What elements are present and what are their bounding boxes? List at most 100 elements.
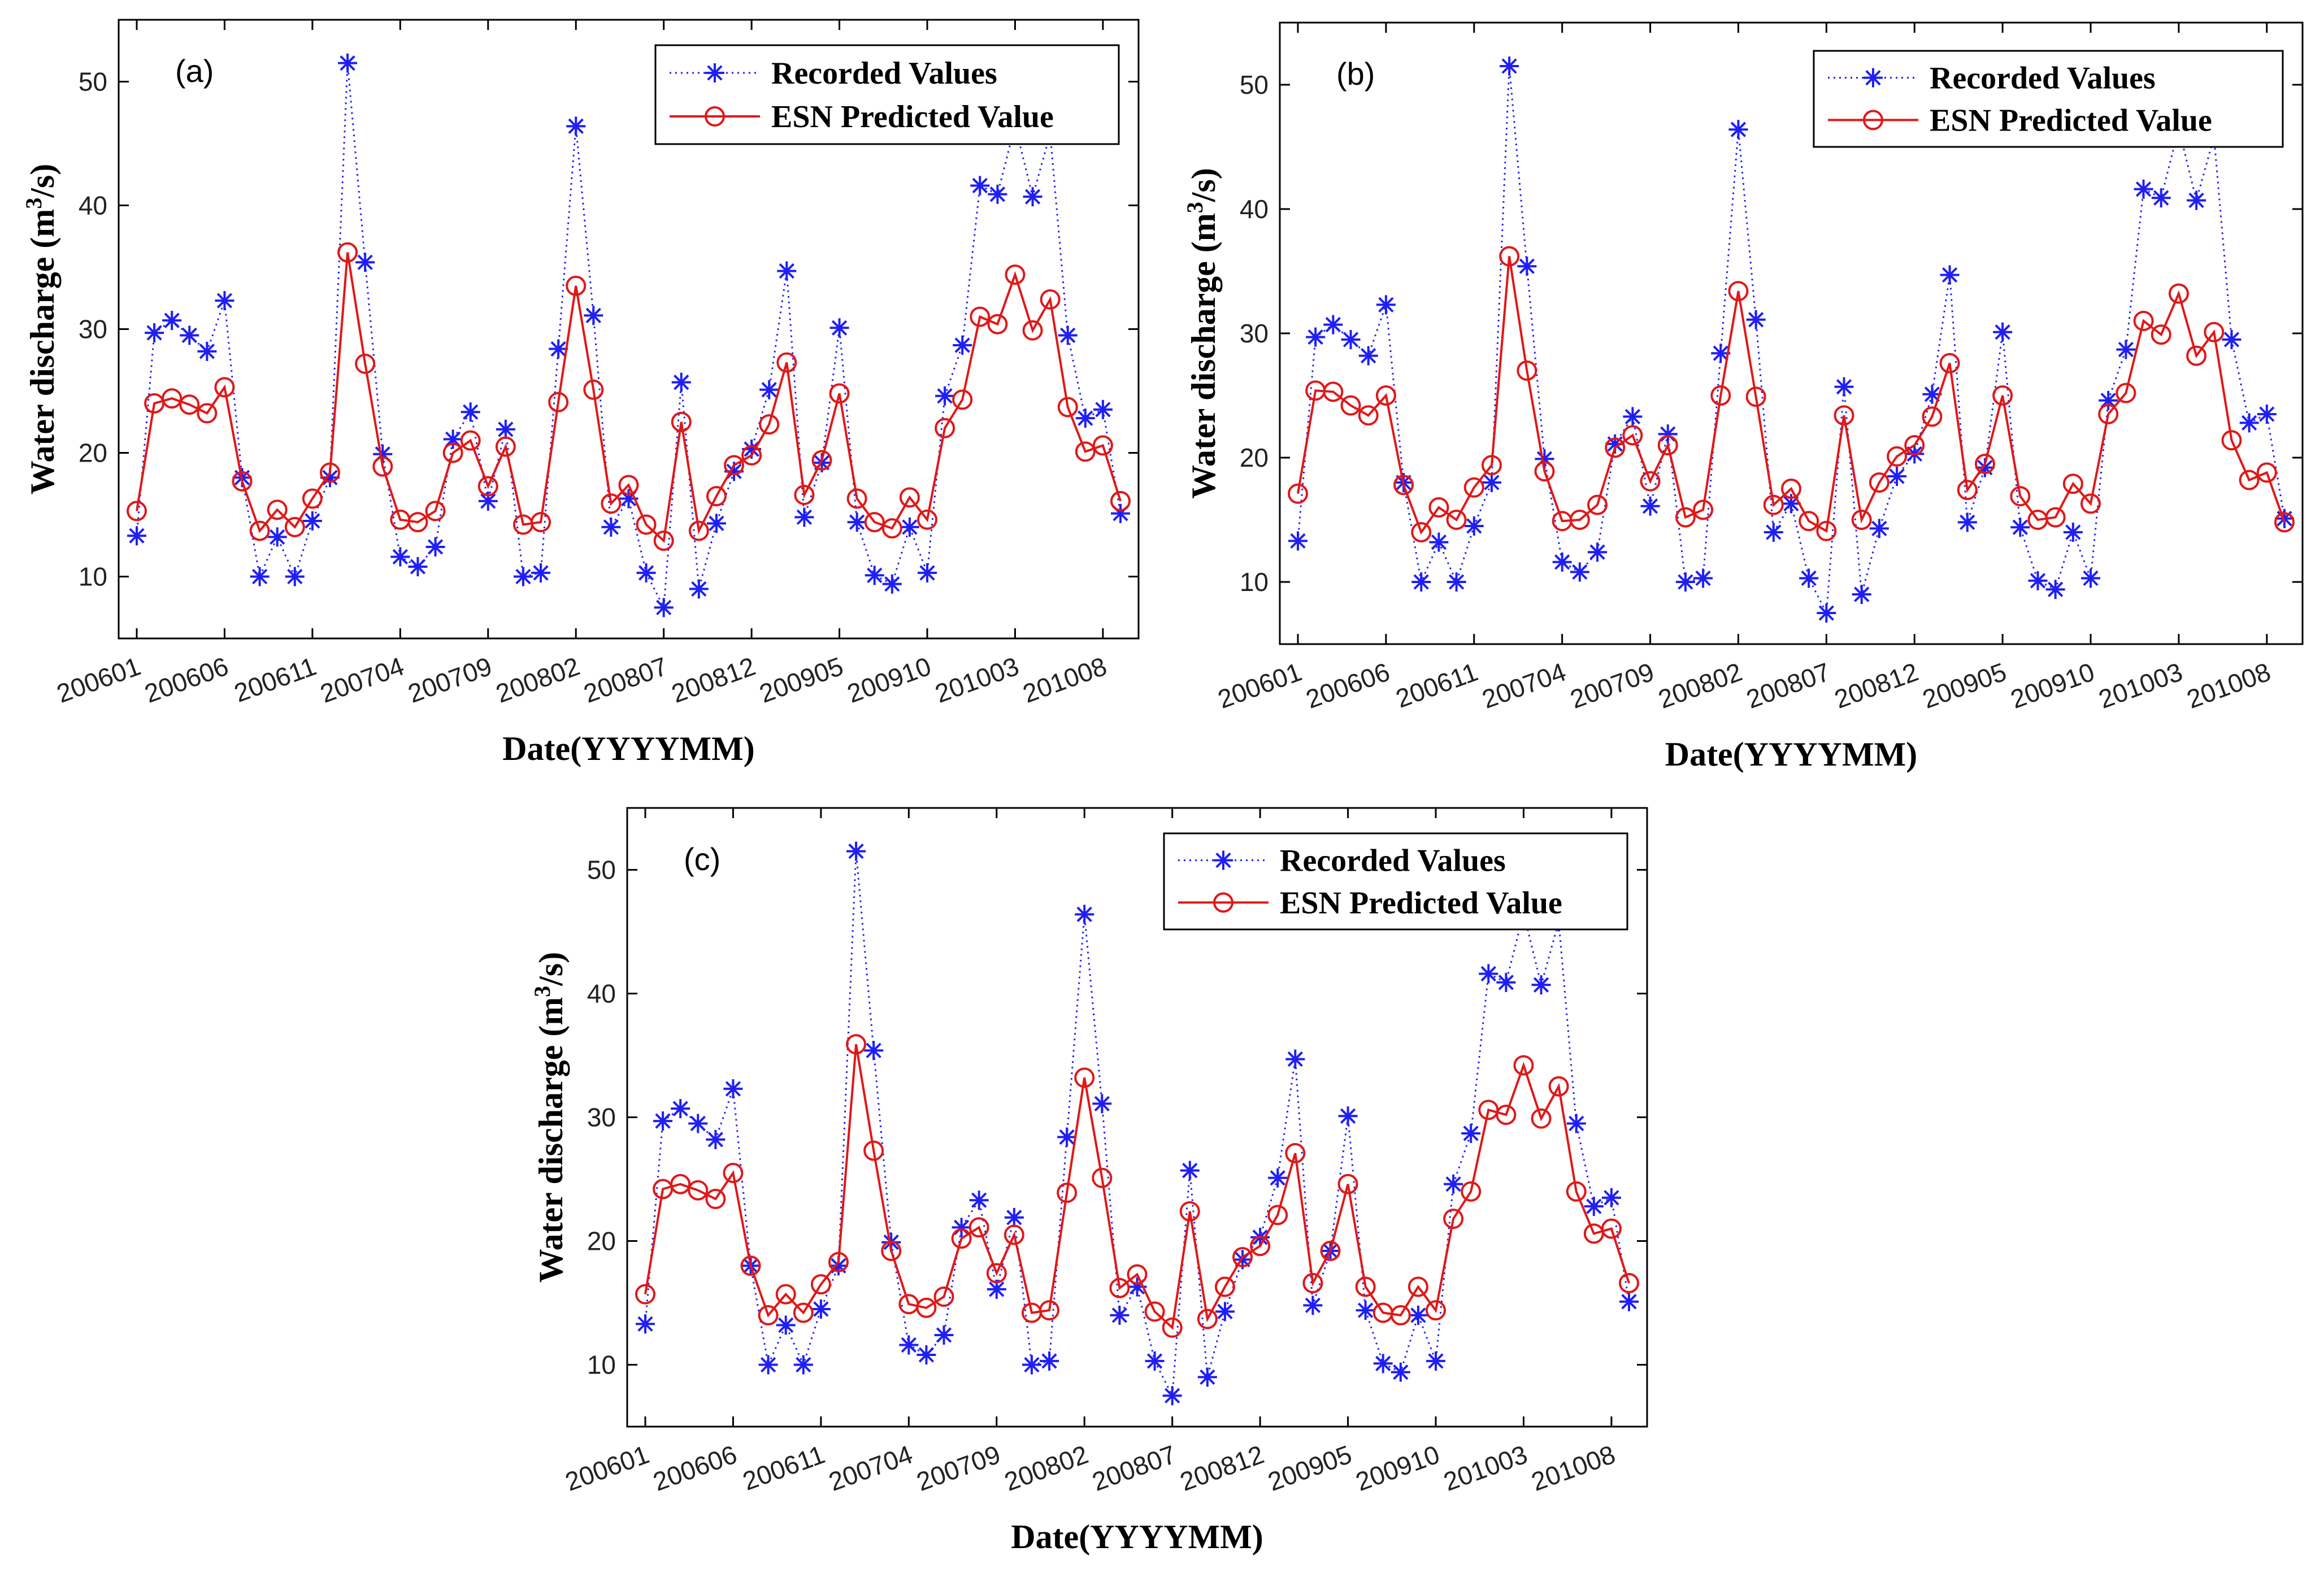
data-point-predicted [1022,320,1043,341]
legend-label-recorded: Recorded Values [771,56,997,91]
data-point-predicted [1548,1076,1569,1097]
x-tick-label: 200611 [1392,657,1482,714]
data-point-predicted [1285,1143,1306,1164]
legend: Recorded Values ESN Predicted Value [654,44,1120,145]
data-point-recorded [793,1355,813,1375]
data-point-recorded [267,527,287,547]
data-point-predicted [1605,437,1626,458]
data-point-predicted [601,493,622,514]
data-point-recorded [1268,1168,1288,1188]
data-point-predicted [197,403,218,424]
data-point-recorded [654,598,674,618]
data-point-recorded [1429,532,1449,552]
y-axis-label: Water discharge (m3/s) [1182,168,1223,498]
legend-marker-predicted [1863,110,1883,131]
legend-label-predicted: ESN Predicted Value [1280,885,1562,920]
data-point-predicted [618,475,639,496]
data-point-predicted [723,1163,744,1184]
data-point-recorded [1411,572,1431,592]
data-point-recorded [1004,1207,1024,1227]
x-tick-label: 200606 [1302,657,1393,714]
series-line-predicted [644,1044,1630,1330]
data-point-predicted [706,486,727,507]
data-point-predicted [1869,472,1889,493]
data-point-recorded [970,176,990,195]
data-point-recorded [302,511,322,531]
data-point-predicted [2186,345,2207,366]
data-point-predicted [2168,283,2189,304]
x-tick-label: 200606 [649,1440,741,1497]
data-point-predicted [1074,1067,1095,1088]
data-point-predicted [671,411,692,432]
data-point-predicted [1288,483,1308,504]
data-point-predicted [846,488,867,509]
data-point-predicted [829,383,850,404]
data-point-predicted [1144,1301,1165,1322]
legend-label-predicted: ESN Predicted Value [771,99,1054,134]
data-point-recorded [1444,1174,1463,1194]
data-point-recorded [1180,1161,1200,1180]
data-point-predicted [2133,311,2154,331]
legend-marker-recorded [1863,68,1883,88]
data-point-predicted [688,1180,709,1201]
y-tick-label: 10 [79,562,107,592]
data-point-predicted [1499,246,1520,267]
data-point-recorded [1306,327,1326,347]
data-point-recorded [723,1079,743,1099]
data-point-recorded [390,547,410,567]
data-point-recorded [1373,1354,1393,1374]
data-point-recorded [1075,408,1095,428]
data-point-predicted [1534,461,1555,482]
data-point-predicted [1745,386,1766,407]
data-point-recorded [1408,1305,1428,1325]
data-point-recorded [2010,518,2030,537]
data-point-recorded [1601,1188,1621,1207]
data-point-recorded [847,512,867,532]
y-axis-label: Water discharge (m3/s) [529,952,570,1283]
x-tick-label: 200905 [1919,657,2010,714]
data-point-recorded [811,1299,831,1319]
data-point-predicted [935,418,955,438]
data-point-predicted [162,388,183,409]
data-point-recorded [1323,315,1343,334]
data-point-predicted [2239,470,2260,490]
data-point-predicted [2256,462,2277,483]
data-point-recorded [1338,1106,1358,1126]
data-point-predicted [1302,1272,1323,1293]
x-tick-label: 200807 [1088,1440,1180,1497]
x-tick-label: 200812 [1176,1440,1268,1497]
data-point-predicted [531,512,551,533]
data-point-recorded [355,253,375,272]
data-point-predicted [951,1228,972,1249]
x-tick-label: 200709 [404,651,496,709]
data-point-recorded [145,323,164,343]
x-tick-label: 201003 [931,651,1023,709]
data-point-predicted [127,501,147,521]
data-point-recorded [513,567,533,586]
data-point-recorded [1623,407,1643,427]
data-point-predicted [775,1284,796,1305]
data-point-predicted [1461,1181,1482,1202]
data-point-recorded [706,1129,726,1149]
data-point-recorded [1570,562,1589,582]
x-tick-label: 200709 [1566,657,1658,714]
data-point-predicted [1005,264,1026,285]
data-point-recorded [2116,340,2136,359]
data-point-recorded [197,341,217,361]
data-point-recorded [1092,1094,1112,1114]
x-tick-label: 201008 [1019,651,1110,709]
data-point-predicted [1566,1181,1587,1202]
data-point-recorded [1356,1301,1375,1320]
x-tick-label: 200807 [1743,657,1834,714]
data-point-recorded [900,517,919,537]
data-point-recorded [1426,1351,1446,1371]
panel-c: Water discharge (m3/s) Date(YYYYMM) (c) … [529,807,1648,1555]
data-point-predicted [1904,435,1925,455]
data-point-recorded [180,325,199,345]
data-point-predicted [899,487,920,508]
data-point-predicted [758,1305,779,1325]
data-point-predicted [1443,1209,1464,1229]
data-point-predicted [2098,404,2119,424]
x-axis-label: Date(YYYYMM) [1011,1518,1263,1555]
data-point-recorded [2081,568,2101,588]
